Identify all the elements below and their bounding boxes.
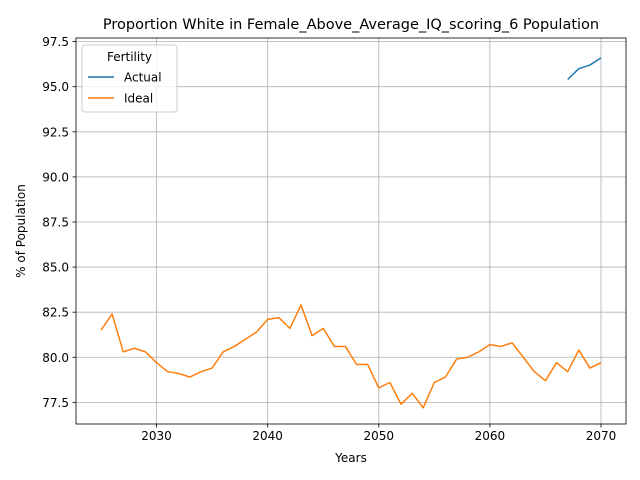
legend-box [81,44,178,113]
chart-title: Proportion White in Female_Above_Average… [103,17,599,33]
x-axis-ticks: 2030 2040 2050 2060 2070 [141,424,616,443]
legend-label-actual: Actual [124,71,162,85]
y-tick-label: 87.5 [42,215,69,229]
y-axis-ticks: 77.5 80.0 82.5 85.0 87.5 90.0 92.5 95.0 97.5 [42,35,76,410]
y-tick-label: 85.0 [42,261,69,275]
y-tick-label: 90.0 [42,170,69,184]
grid [76,38,626,424]
x-tick-label: 2050 [364,429,395,443]
series-line-actual [567,57,602,81]
legend: Fertility Actual Ideal [81,44,178,113]
x-tick-label: 2030 [141,429,172,443]
y-tick-label: 97.5 [42,35,69,49]
y-axis-label: % of Population [14,184,28,278]
series-lines [100,57,602,409]
y-tick-label: 92.5 [42,125,69,139]
axes-frame [75,37,627,425]
x-tick-label: 2060 [475,429,506,443]
legend-items: Actual Ideal [88,71,162,106]
y-tick-label: 82.5 [42,306,69,320]
y-tick-label: 77.5 [42,396,69,410]
x-tick-label: 2070 [586,429,617,443]
legend-title: Fertility [107,50,152,64]
y-tick-label: 80.0 [42,351,69,365]
legend-label-ideal: Ideal [124,92,153,106]
y-tick-label: 95.0 [42,80,69,94]
x-axis-label: Years [334,451,367,465]
series-line-ideal [100,304,602,409]
x-tick-label: 2040 [252,429,283,443]
